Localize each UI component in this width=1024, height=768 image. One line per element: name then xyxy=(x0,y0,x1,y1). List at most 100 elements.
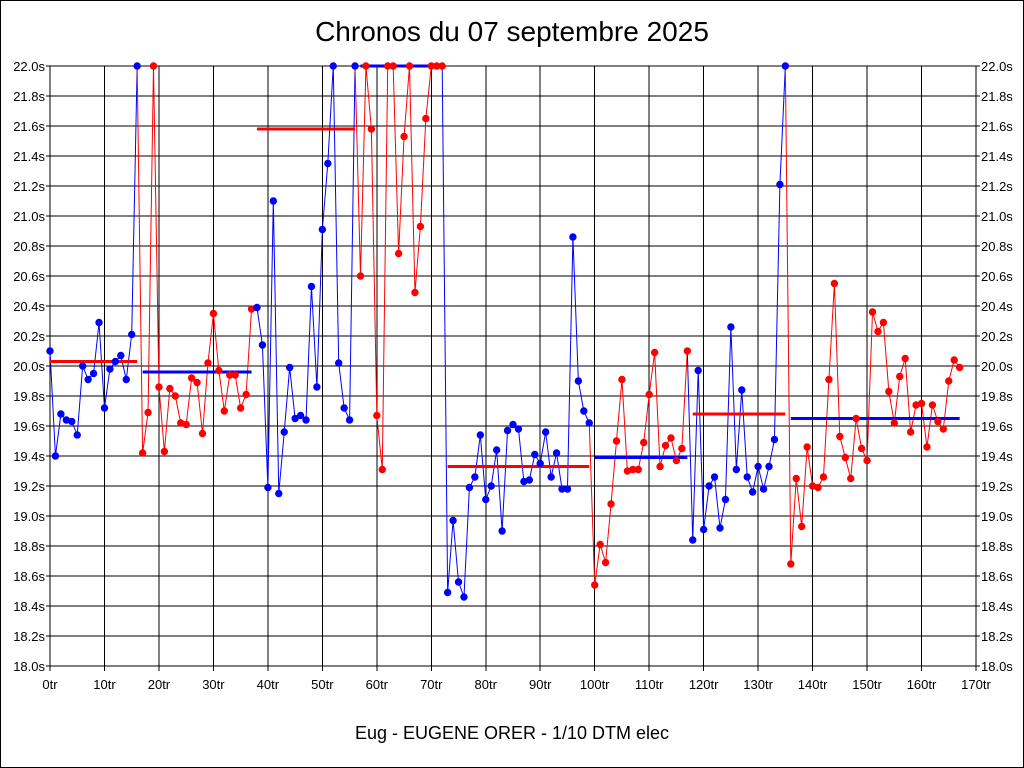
data-point xyxy=(329,62,337,70)
y-tick-label-right: 22.0s xyxy=(981,59,1013,74)
y-tick-label-left: 21.8s xyxy=(13,89,45,104)
y-tick-label-left: 20.0s xyxy=(13,359,45,374)
y-tick-label-right: 20.4s xyxy=(981,299,1013,314)
data-point xyxy=(759,485,768,493)
data-point xyxy=(591,581,599,589)
data-point xyxy=(776,180,784,189)
data-point xyxy=(460,593,468,601)
data-point xyxy=(220,407,229,415)
data-point xyxy=(672,456,681,465)
data-point xyxy=(487,482,495,490)
data-point xyxy=(868,308,877,316)
data-point xyxy=(917,399,926,408)
data-point xyxy=(716,524,724,532)
data-point xyxy=(874,327,882,336)
data-point xyxy=(46,347,54,355)
data-point xyxy=(465,483,474,492)
data-point xyxy=(204,359,212,367)
data-point xyxy=(367,125,376,133)
data-point xyxy=(209,309,218,318)
data-point xyxy=(111,357,120,366)
data-point xyxy=(302,416,310,424)
x-tick-label: 60tr xyxy=(366,677,389,692)
data-point xyxy=(574,377,583,385)
data-point xyxy=(405,62,414,70)
data-point xyxy=(890,419,898,427)
y-tick-label-left: 21.4s xyxy=(13,149,45,164)
data-point xyxy=(765,462,773,471)
y-tick-label-right: 18.0s xyxy=(981,659,1013,674)
data-point xyxy=(754,462,762,471)
data-point xyxy=(694,366,702,375)
data-point xyxy=(819,473,828,481)
data-point xyxy=(721,495,730,504)
x-tick-label: 10tr xyxy=(93,677,116,692)
data-point xyxy=(792,474,800,483)
x-tick-label: 140tr xyxy=(798,677,828,692)
x-tick-label: 70tr xyxy=(420,677,443,692)
series-line xyxy=(136,65,253,454)
data-point xyxy=(547,473,555,481)
data-point xyxy=(552,449,561,457)
chart-title: Chronos du 07 septembre 2025 xyxy=(315,16,709,47)
x-tick-label: 150tr xyxy=(852,677,882,692)
data-point xyxy=(275,489,283,498)
y-tick-label-left: 18.8s xyxy=(13,539,45,554)
x-tick-label: 80tr xyxy=(475,677,498,692)
x-tick-label: 170tr xyxy=(961,677,991,692)
data-point xyxy=(416,222,425,231)
data-point xyxy=(612,437,621,445)
data-point xyxy=(732,465,741,474)
data-point xyxy=(509,420,517,429)
y-tick-label-left: 21.0s xyxy=(13,209,45,224)
data-point xyxy=(345,416,354,424)
data-point xyxy=(825,375,833,384)
data-point xyxy=(280,428,288,436)
data-point xyxy=(661,441,670,450)
data-point xyxy=(939,425,948,433)
data-point xyxy=(514,425,523,433)
data-point xyxy=(100,404,109,412)
y-tick-label-left: 21.2s xyxy=(13,179,45,194)
data-point xyxy=(705,482,713,490)
y-tick-label-right: 21.2s xyxy=(981,179,1013,194)
data-point xyxy=(781,62,790,70)
chart-footer: Eug - EUGENE ORER - 1/10 DTM elec xyxy=(354,723,670,743)
data-point xyxy=(950,356,958,364)
data-point xyxy=(482,495,490,504)
y-tick-label-right: 21.6s xyxy=(981,119,1013,134)
data-point xyxy=(155,383,163,391)
data-point xyxy=(117,351,125,360)
data-point xyxy=(901,354,909,363)
data-point xyxy=(133,62,141,70)
data-point xyxy=(955,363,964,372)
data-point xyxy=(340,404,348,412)
x-tick-label: 110tr xyxy=(635,677,664,692)
data-point xyxy=(389,62,397,70)
y-tick-label-left: 18.2s xyxy=(13,629,45,644)
y-tick-label-right: 18.2s xyxy=(981,629,1013,644)
data-point xyxy=(253,303,261,312)
data-point xyxy=(356,272,365,280)
data-point xyxy=(580,407,588,415)
x-tick-label: 0tr xyxy=(42,677,58,692)
data-point xyxy=(503,426,512,435)
data-point xyxy=(264,483,272,492)
data-point xyxy=(863,456,871,465)
y-tick-label-right: 18.6s xyxy=(981,569,1013,584)
data-point xyxy=(923,443,931,451)
y-tick-label-left: 20.6s xyxy=(13,269,45,284)
data-point xyxy=(743,473,751,481)
data-point xyxy=(291,414,299,423)
data-point xyxy=(373,411,381,420)
y-tick-label-right: 19.4s xyxy=(981,449,1013,464)
x-tick-label: 130tr xyxy=(743,677,773,692)
data-point xyxy=(144,408,152,417)
data-point xyxy=(607,500,615,508)
data-point xyxy=(678,444,686,453)
data-point xyxy=(585,419,593,427)
data-point xyxy=(476,431,485,439)
data-point xyxy=(699,525,708,534)
data-point xyxy=(596,540,604,549)
